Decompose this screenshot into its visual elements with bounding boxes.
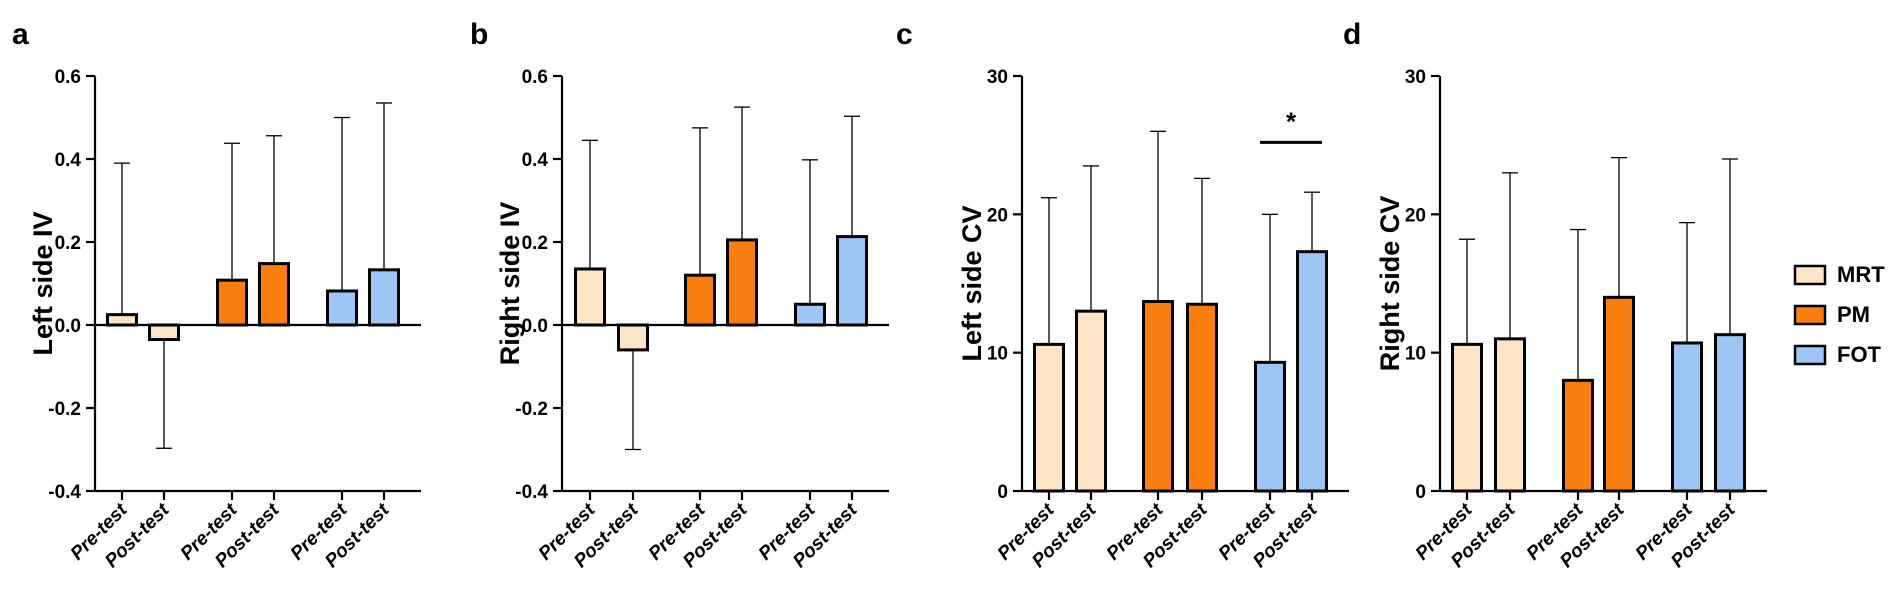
y-tick-label: 10 [987, 344, 1008, 365]
y-tick-label: -0.2 [515, 399, 548, 420]
bar [1671, 341, 1703, 493]
significance-marker: * [1286, 106, 1297, 136]
legend-swatch [1793, 344, 1827, 366]
y-tick-label: 10 [1405, 344, 1426, 365]
bar [1033, 342, 1065, 493]
y-tick-label: 20 [987, 205, 1008, 226]
bar [794, 302, 826, 327]
legend-label: FOT [1837, 342, 1882, 367]
bar [1075, 309, 1107, 493]
bar [726, 238, 758, 327]
y-tick-label: 0.4 [55, 150, 82, 171]
y-tick-label: 0 [1415, 482, 1426, 503]
y-axis-title: Right side IV [495, 202, 525, 366]
bar [368, 268, 400, 327]
y-tick-label: 0.2 [55, 233, 81, 254]
y-tick-label: 0.6 [55, 67, 81, 88]
y-tick-label: 0.4 [522, 150, 549, 171]
y-tick-label: 0.2 [522, 233, 548, 254]
bar [1451, 342, 1483, 493]
bar [258, 262, 290, 327]
legend-item-pm: PM [1793, 302, 1870, 327]
y-tick-label: 0.0 [522, 316, 548, 337]
legend-item-fot: FOT [1793, 342, 1882, 367]
y-tick-label: 20 [1405, 205, 1426, 226]
y-tick-label: 0.0 [55, 316, 81, 337]
bar [1254, 360, 1286, 493]
y-tick-label: 30 [987, 67, 1008, 88]
y-tick-label: -0.2 [48, 399, 81, 420]
bar [1186, 302, 1218, 493]
bar [1562, 378, 1594, 493]
legend-swatch [1793, 264, 1827, 286]
bar [684, 273, 716, 327]
bar [1142, 299, 1174, 493]
y-tick-label: 30 [1405, 67, 1426, 88]
panel-letter: c [896, 18, 913, 51]
bar [216, 278, 248, 327]
bar [836, 235, 868, 327]
bar [326, 289, 358, 327]
y-tick-label: 0 [997, 482, 1008, 503]
legend-swatch [1793, 304, 1827, 326]
panel-letter: a [12, 18, 29, 51]
y-axis-title: Left side CV [957, 205, 987, 361]
bar [1296, 250, 1328, 493]
bar [148, 323, 180, 342]
legend-label: PM [1837, 302, 1870, 327]
panel-letter: d [1343, 18, 1361, 51]
panel-letter: b [470, 18, 488, 51]
legend: MRT PM FOT [1793, 262, 1885, 367]
y-tick-label: -0.4 [515, 482, 548, 503]
bar [617, 323, 649, 352]
bar [106, 313, 138, 327]
bar [1603, 295, 1635, 493]
y-axis-title: Left side IV [28, 211, 58, 355]
bar [574, 267, 606, 327]
legend-label: MRT [1837, 262, 1885, 287]
bar [1494, 337, 1526, 493]
legend-item-mrt: MRT [1793, 262, 1885, 287]
bar [1714, 333, 1746, 493]
y-axis-title: Right side CV [1375, 196, 1405, 372]
y-tick-label: -0.4 [48, 482, 81, 503]
y-tick-label: 0.6 [522, 67, 548, 88]
